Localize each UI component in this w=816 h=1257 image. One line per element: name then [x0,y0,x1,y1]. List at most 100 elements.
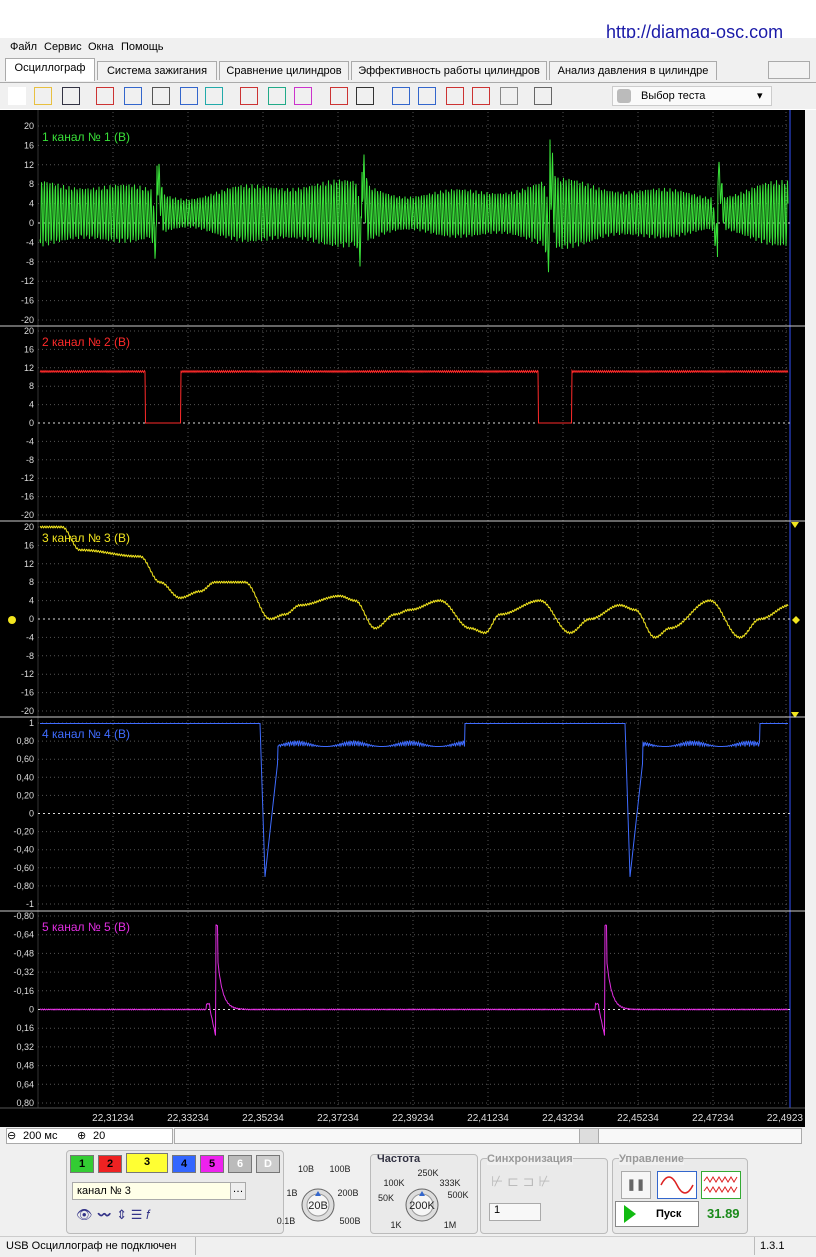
toolbar-button[interactable] [418,87,436,105]
channel-button[interactable]: D [256,1155,280,1173]
tab[interactable]: Осциллограф [5,58,95,81]
toolbar-button[interactable] [534,87,552,105]
knob-value: 20В [308,1200,328,1212]
toolbar-button[interactable] [96,87,114,105]
y-tick-label: -4 [26,436,34,446]
status-divider [195,1237,196,1255]
channel-button[interactable]: 2 [98,1155,122,1173]
offset-marker[interactable] [8,616,16,624]
tab[interactable]: Сравнение цилиндров [219,61,349,80]
y-tick-label: 20 [24,121,34,131]
toolbar-button[interactable] [356,87,374,105]
y-tick-label: 0,64 [16,1079,34,1089]
zoom-in[interactable]: ⊕ [77,1130,87,1142]
menu-item[interactable]: Помощь [121,41,164,53]
y-tick-label: -8 [26,257,34,267]
zoom-out[interactable]: ⊖ [7,1130,17,1142]
y-tick-label: -0,32 [13,967,34,977]
scroll-thumb[interactable] [579,1129,599,1143]
zoom-value: 20 [93,1130,106,1142]
channel-name-input[interactable]: канал № 3 [72,1182,236,1200]
channel-button[interactable]: 5 [200,1155,224,1173]
start-button[interactable]: Пуск [615,1201,699,1227]
knob-label: 500В [339,1216,360,1226]
y-tick-label: 0 [29,809,34,819]
toolbar-button[interactable] [62,87,80,105]
y-tick-label: -0,40 [13,845,34,855]
waveform [39,139,789,273]
volt-knob[interactable]: 10В 100В 1В 200В 0.1В 500В 20В [276,1160,368,1232]
y-tick-label: -12 [21,276,34,286]
tab[interactable]: Система зажигания [97,61,217,80]
toolbar-button[interactable] [330,87,348,105]
frequency-title: Частота [377,1153,421,1165]
y-tick-label: -1 [26,899,34,909]
status-divider [754,1237,755,1255]
y-tick-label: -0,64 [13,930,34,940]
y-tick-label: -0,80 [13,911,34,921]
channel-label: 3 канал № 3 (В) [42,531,130,545]
reading: 31.89 [707,1206,740,1221]
toolbar-button[interactable] [152,87,170,105]
toolbar-button[interactable] [34,87,52,105]
knob-label: 200В [337,1188,358,1198]
site-url[interactable]: http://diamag-osc.com [606,22,784,42]
menu-item[interactable]: Файл [10,41,38,53]
play-icon [624,1205,636,1223]
toolbar-button[interactable] [124,87,142,105]
sync-select[interactable]: 1 [489,1203,541,1221]
test-select[interactable]: Выбор теста ▾ [612,86,772,106]
time-tick-label: 22,4923 [767,1113,804,1124]
knob-label: 100K [383,1178,404,1188]
y-tick-label: 0,16 [16,1023,34,1033]
channel-button[interactable]: 4 [172,1155,196,1173]
time-tick-label: 22,43234 [542,1113,584,1124]
tab[interactable]: Эффективность работы цилиндров [351,61,547,80]
toolbar-button[interactable] [240,87,258,105]
y-tick-label: -0,80 [13,881,34,891]
channel-button[interactable]: 1 [70,1155,94,1173]
y-tick-label: 20 [24,326,34,336]
tab-scroll[interactable] [768,61,810,79]
toolbar-button[interactable] [446,87,464,105]
start-label: Пуск [656,1208,682,1220]
toolbar-button[interactable] [472,87,490,105]
menu-bar: Файл Сервис Окна Помощь [0,38,816,56]
toolbar-button[interactable] [392,87,410,105]
y-tick-label: -16 [21,688,34,698]
toolbar-button[interactable] [205,87,223,105]
noise-button[interactable] [701,1171,741,1199]
channel-name-button[interactable]: … [230,1182,246,1200]
y-tick-label: 20 [24,522,34,532]
toolbar-button[interactable] [180,87,198,105]
channel-tools[interactable]: 👁 〰 ⇕ ☰ 𝑓 [76,1207,151,1222]
knob-label: 10В [298,1164,314,1174]
knob-label: 500K [447,1190,468,1200]
time-tick-label: 22,35234 [242,1113,284,1124]
y-tick-label: -20 [21,706,34,716]
menu-item[interactable]: Окна [88,41,114,53]
y-tick-label: 0,48 [16,1061,34,1071]
timebase-select[interactable]: ⊖ 200 мс ⊕ 20 [6,1128,173,1144]
y-tick-label: -12 [21,669,34,679]
channel-button[interactable]: 3 [126,1153,168,1173]
toolbar-button[interactable] [500,87,518,105]
pause-button[interactable]: ❚❚ [621,1171,651,1199]
toolbar-button[interactable] [294,87,312,105]
y-tick-label: -16 [21,296,34,306]
time-tick-label: 22,37234 [317,1113,359,1124]
sine-button[interactable] [657,1171,697,1199]
y-tick-label: 12 [24,559,34,569]
channel-button[interactable]: 6 [228,1155,252,1173]
tab[interactable]: Анализ давления в цилиндре [549,61,717,80]
oscillogram: 22,31234 22,33234 22,35234 22,37234 22,39234… [0,110,816,1127]
toolbar-button[interactable] [268,87,286,105]
knob-pointer [315,1191,321,1196]
channel-label: 5 канал № 5 (В) [42,920,130,934]
y-tick-label: 8 [29,179,34,189]
toolbar-button[interactable] [8,87,26,105]
time-scrollbar[interactable] [174,1128,802,1144]
menu-item[interactable]: Сервис [44,41,82,53]
y-tick-label: 12 [24,160,34,170]
frequency-knob[interactable]: 250K 100K 333K 50K 500K 1K 1M 200K [372,1166,476,1232]
